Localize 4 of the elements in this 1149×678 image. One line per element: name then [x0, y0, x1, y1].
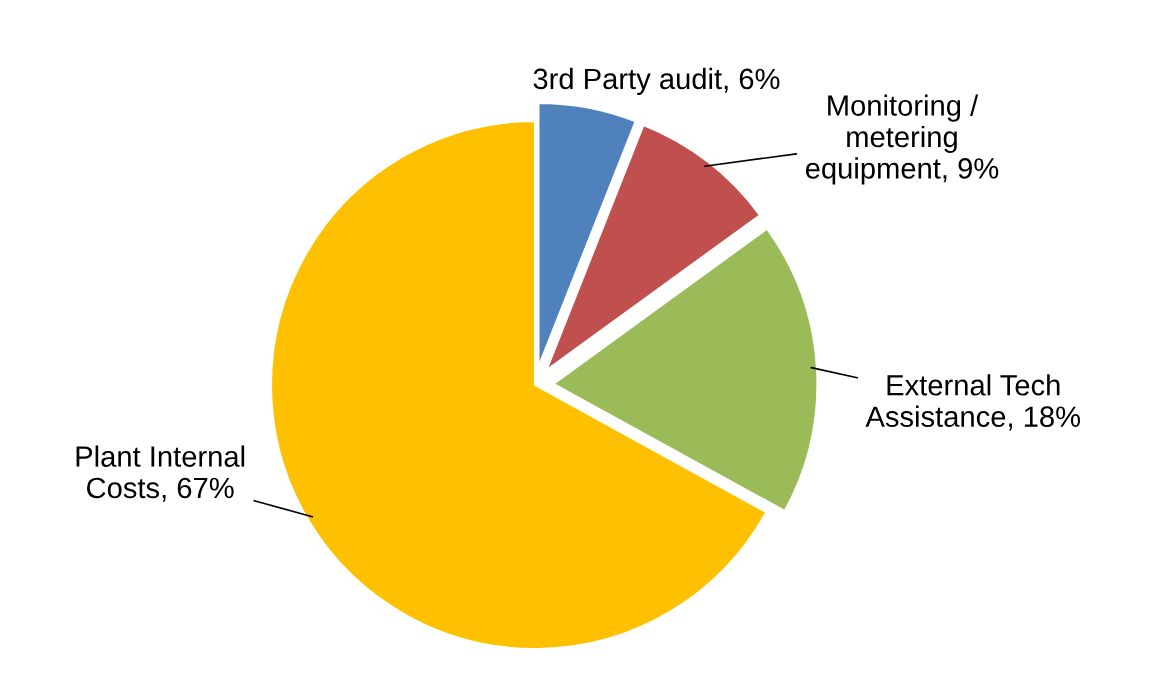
slice-label: Plant Internal Costs, 67% [76, 445, 245, 502]
slice-label: External Tech Assistance, 18% [865, 374, 1081, 431]
slice-label: 3rd Party audit, 6% [533, 67, 780, 95]
slice-label: Monitoring / metering equipment, 9% [805, 94, 999, 185]
